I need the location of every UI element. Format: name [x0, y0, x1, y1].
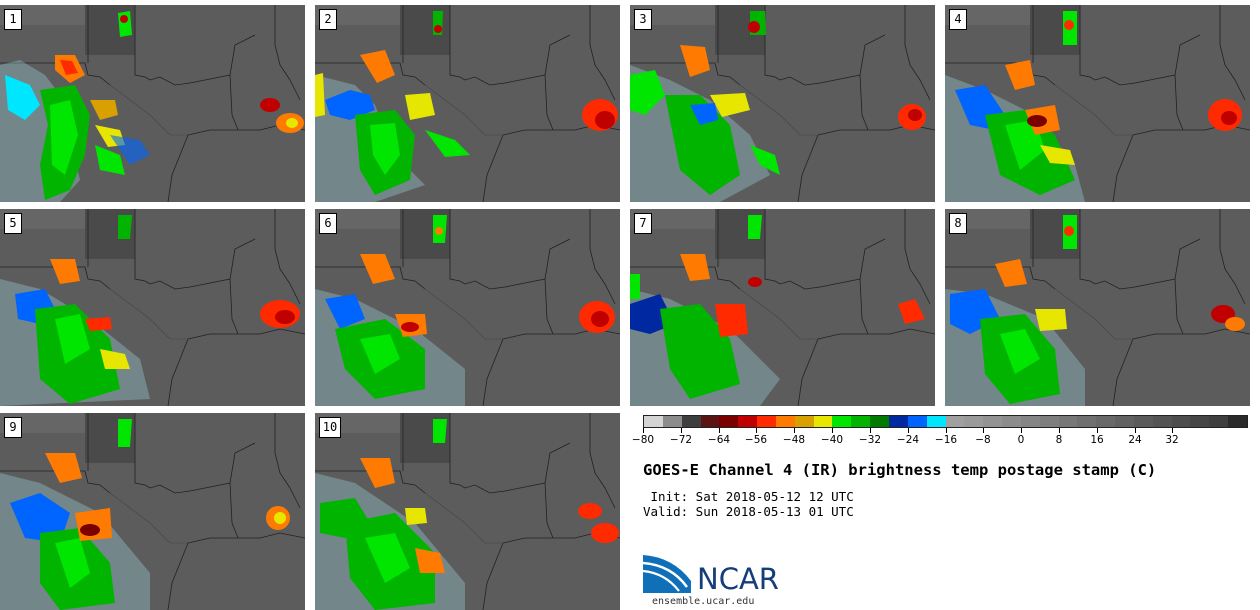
colorbar-segment	[1039, 416, 1059, 427]
colorbar-tick	[794, 428, 795, 433]
colorbar-tick-label: −56	[744, 434, 768, 446]
colorbar-segment	[907, 416, 927, 427]
colorbar-tick-label: −24	[896, 434, 920, 446]
panel-label: 3	[634, 9, 652, 30]
colorbar-segment	[1002, 416, 1021, 427]
panel-label: 1	[4, 9, 22, 30]
colorbar-segment	[719, 416, 739, 427]
satellite-map	[0, 5, 305, 202]
colorbar-segment	[1209, 416, 1229, 427]
satellite-map	[0, 209, 305, 406]
site-url[interactable]: ensemble.ucar.edu	[652, 596, 755, 607]
satellite-map	[315, 209, 620, 406]
colorbar-tick-label: −40	[820, 434, 844, 446]
colorbar-segment	[926, 416, 946, 427]
map-panel[interactable]: 3	[630, 5, 935, 202]
colorbar-tick-label: −48	[782, 434, 806, 446]
colorbar-segment	[1077, 416, 1097, 427]
map-panel[interactable]: 2	[315, 5, 620, 202]
ncar-logo	[643, 555, 691, 593]
colorbar-segment	[1228, 416, 1247, 427]
panel-label: 9	[4, 417, 22, 438]
satellite-map	[630, 5, 935, 202]
colorbar	[643, 415, 1248, 428]
colorbar-tick-label: 0	[1017, 434, 1025, 446]
map-panel[interactable]: 10	[315, 413, 620, 610]
panel-label: 8	[949, 213, 967, 234]
colorbar-tick-label: −16	[934, 434, 958, 446]
colorbar-segment	[681, 416, 701, 427]
colorbar-segment	[700, 416, 720, 427]
panel-label: 10	[319, 417, 341, 438]
colorbar-segment	[775, 416, 795, 427]
colorbar-tick-label: −72	[669, 434, 693, 446]
panel-label: 7	[634, 213, 652, 234]
map-panel[interactable]: 5	[0, 209, 305, 406]
colorbar-tick-label: −64	[707, 434, 731, 446]
colorbar-tick-label: 32	[1165, 434, 1179, 446]
colorbar-segment	[870, 416, 889, 427]
map-panel[interactable]: 7	[630, 209, 935, 406]
colorbar-segment	[945, 416, 965, 427]
colorbar-tick	[870, 428, 871, 433]
colorbar-segment	[1171, 416, 1191, 427]
colorbar-segment	[832, 416, 852, 427]
panel-label: 5	[4, 213, 22, 234]
figure-title: GOES-E Channel 4 (IR) brightness temp po…	[643, 461, 1157, 479]
colorbar-segment	[851, 416, 871, 427]
panel-label: 2	[319, 9, 337, 30]
colorbar-tick	[983, 428, 984, 433]
colorbar-tick	[832, 428, 833, 433]
map-panel[interactable]: 4	[945, 5, 1250, 202]
colorbar-tick-label: −32	[858, 434, 882, 446]
colorbar-segment	[888, 416, 908, 427]
colorbar-tick	[719, 428, 720, 433]
colorbar-segment	[738, 416, 758, 427]
colorbar-segment	[644, 416, 663, 427]
satellite-map	[945, 5, 1250, 202]
valid-time: Valid: Sun 2018-05-13 01 UTC	[643, 504, 854, 519]
panel-label: 6	[319, 213, 337, 234]
init-time: Init: Sat 2018-05-12 12 UTC	[643, 489, 854, 504]
colorbar-tick	[1135, 428, 1136, 433]
satellite-map	[945, 209, 1250, 406]
colorbar-segment	[794, 416, 814, 427]
colorbar-tick	[756, 428, 757, 433]
colorbar-tick	[908, 428, 909, 433]
panel-label: 4	[949, 9, 967, 30]
colorbar-segment	[1133, 416, 1153, 427]
colorbar-tick	[946, 428, 947, 433]
colorbar-segment	[662, 416, 682, 427]
colorbar-segment	[757, 416, 776, 427]
colorbar-tick-label: −8	[975, 434, 991, 446]
colorbar-tick-label: 24	[1128, 434, 1142, 446]
colorbar-segment	[1096, 416, 1116, 427]
colorbar-tick	[643, 428, 644, 433]
satellite-map	[630, 209, 935, 406]
colorbar-segment	[964, 416, 984, 427]
colorbar-tick	[1021, 428, 1022, 433]
colorbar-tick	[681, 428, 682, 433]
colorbar-tick	[1097, 428, 1098, 433]
colorbar-segment	[983, 416, 1003, 427]
ncar-logo-text: NCAR	[697, 562, 779, 596]
satellite-map	[0, 413, 305, 610]
colorbar-segment	[1058, 416, 1078, 427]
colorbar-segment	[1020, 416, 1040, 427]
colorbar-tick-label: 8	[1055, 434, 1063, 446]
colorbar-tick	[1172, 428, 1173, 433]
colorbar-segment	[1115, 416, 1134, 427]
colorbar-segment	[1152, 416, 1172, 427]
colorbar-segment	[1190, 416, 1210, 427]
colorbar-tick-label: 16	[1090, 434, 1104, 446]
colorbar-tick-label: −80	[631, 434, 655, 446]
colorbar-segment	[813, 416, 833, 427]
map-panel[interactable]: 6	[315, 209, 620, 406]
satellite-map	[315, 5, 620, 202]
map-panel[interactable]: 9	[0, 413, 305, 610]
colorbar-tick	[1059, 428, 1060, 433]
satellite-map	[315, 413, 620, 610]
map-panel[interactable]: 8	[945, 209, 1250, 406]
map-panel[interactable]: 1	[0, 5, 305, 202]
